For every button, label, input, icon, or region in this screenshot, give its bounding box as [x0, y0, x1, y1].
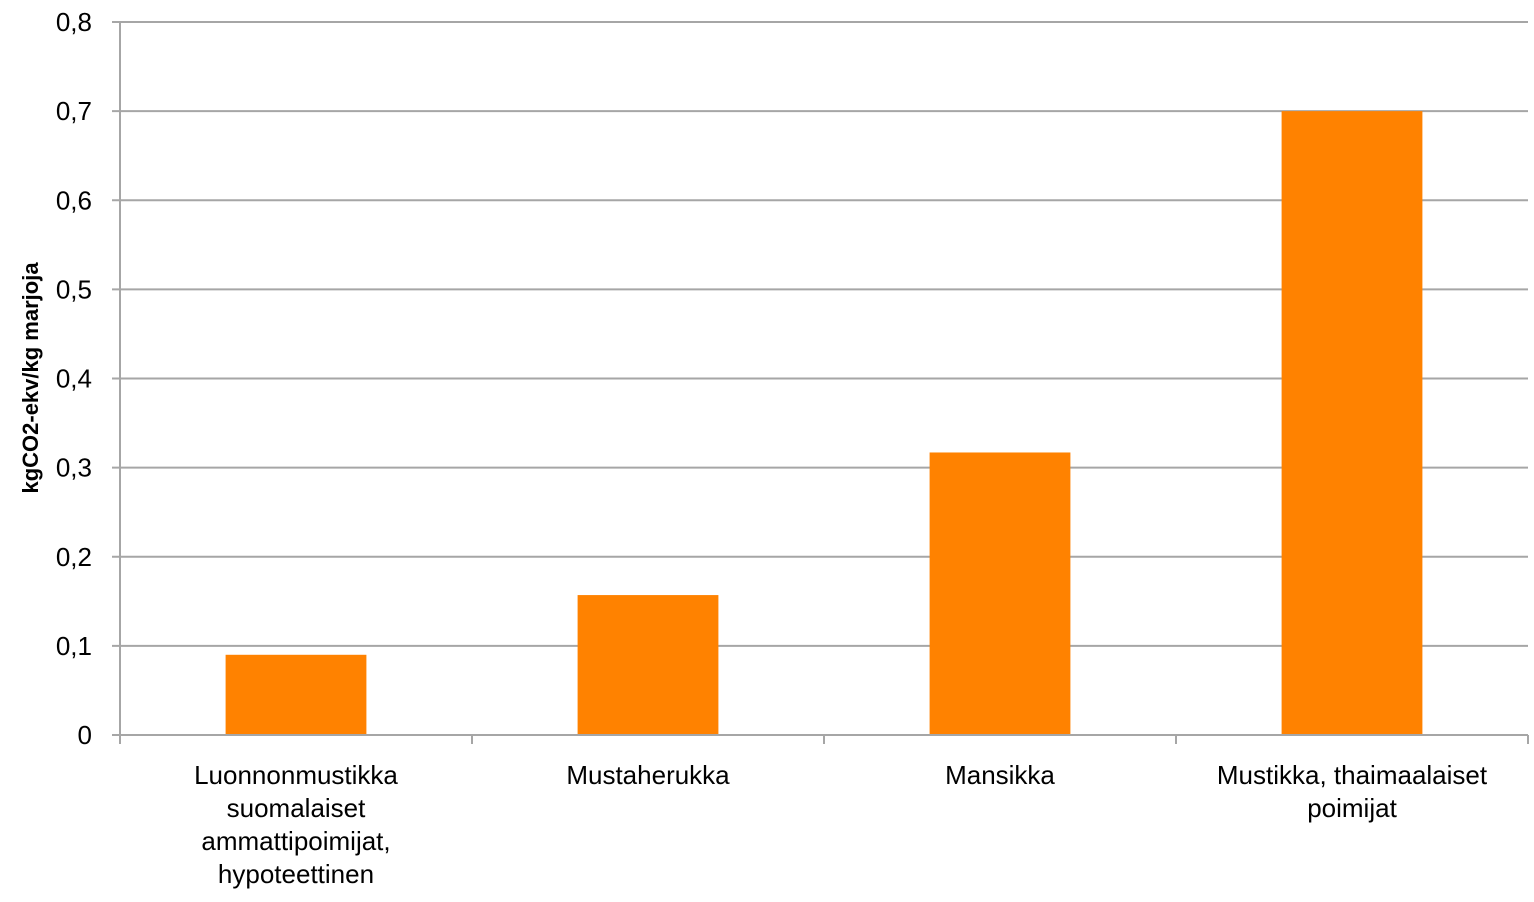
y-tick-label: 0,7 [56, 96, 92, 126]
y-tick-label: 0,6 [56, 185, 92, 215]
x-category-labels: Luonnonmustikka suomalaiset ammattipoimija… [194, 760, 1488, 889]
y-tick-label: 0,8 [56, 7, 92, 37]
y-tick-labels: 0 0,1 0,2 0,3 0,4 0,5 0,6 0,7 0,8 [56, 7, 92, 750]
x-category-label: Luonnonmustikka suomalaiset ammattipoimija… [194, 760, 398, 889]
y-tick-label: 0,2 [56, 542, 92, 572]
bar [1281, 111, 1423, 735]
x-category-label: Mustikka, thaimaalaiset poimijat [1217, 760, 1488, 823]
bar [929, 452, 1071, 735]
y-tick-label: 0,4 [56, 364, 92, 394]
y-tick-label: 0 [78, 720, 92, 750]
y-tick-label: 0,1 [56, 631, 92, 661]
x-category-label: Mansikka [945, 760, 1055, 790]
bars [225, 111, 1423, 735]
y-tick-label: 0,5 [56, 274, 92, 304]
y-axis-title: kgCO2-ekv/kg marjoja [18, 262, 43, 494]
x-category-label: Mustaherukka [566, 760, 730, 790]
y-tick-label: 0,3 [56, 453, 92, 483]
bar [225, 654, 367, 735]
bar [577, 595, 719, 735]
axes [119, 22, 1529, 744]
